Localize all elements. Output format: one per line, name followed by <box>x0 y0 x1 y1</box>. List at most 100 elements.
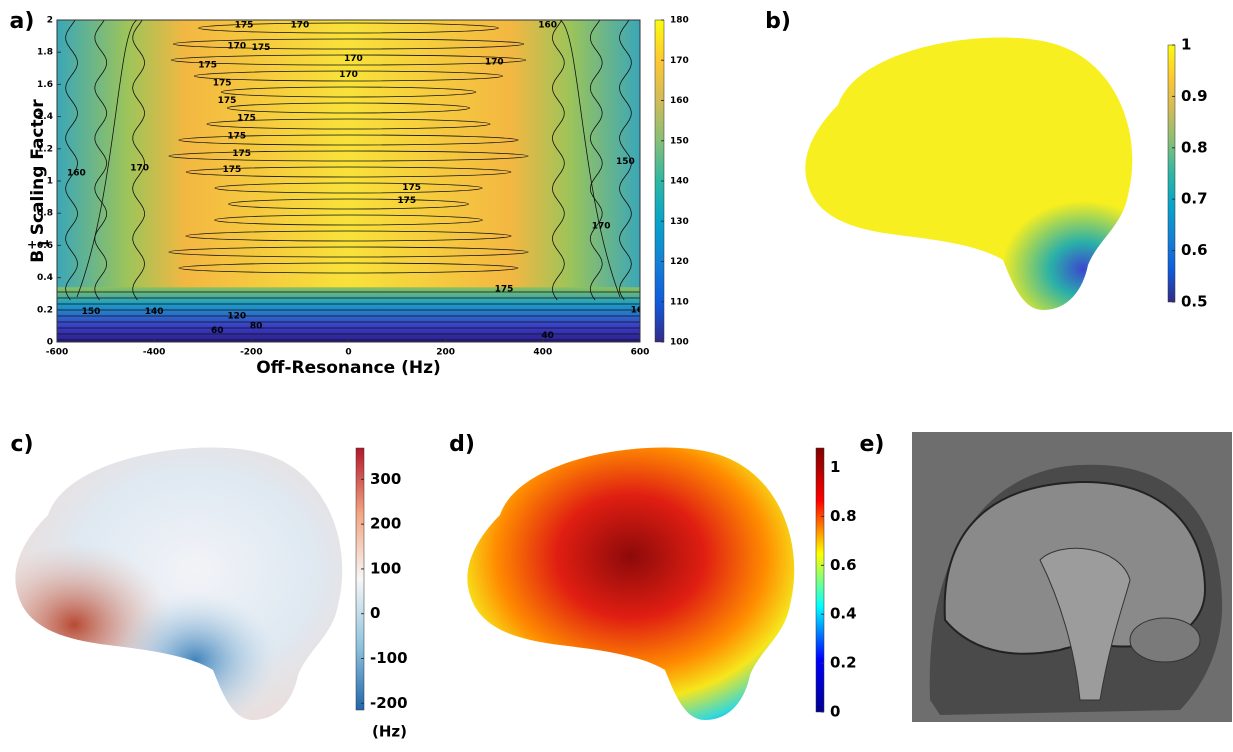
contour-line <box>168 150 529 162</box>
contour-line <box>589 20 603 301</box>
contour-line <box>178 262 519 274</box>
colorbar-tick-label: 0 <box>370 604 380 622</box>
contour-label: 175 <box>227 131 246 141</box>
contour-label: 175 <box>237 114 256 124</box>
y-label-base: B <box>28 250 48 263</box>
panel-label: b) <box>765 9 791 34</box>
contour-line <box>198 22 499 34</box>
contour-line <box>618 20 632 301</box>
field-lower <box>57 287 640 342</box>
contour-label: 175 <box>232 149 251 159</box>
brainstem <box>1039 547 1131 701</box>
contour-label: 160 <box>631 305 650 315</box>
contour-label: 170 <box>344 54 363 64</box>
colorbar-tick-label: 0.8 <box>830 507 857 525</box>
contour-line <box>193 70 504 82</box>
colorbar-tick-label: 140 <box>670 177 689 187</box>
contour-label: 170 <box>485 57 504 67</box>
contour-line <box>185 230 512 242</box>
contour-label: 170 <box>339 70 358 80</box>
colorbar-tick-label: 150 <box>670 136 689 146</box>
brain-layer <box>805 37 1133 310</box>
colorbar-tick-label: 1 <box>830 458 840 476</box>
contour-line <box>214 182 483 194</box>
x-tick-label: -200 <box>240 348 263 358</box>
colorbar <box>355 447 365 711</box>
colorbar-tick-label: 0.9 <box>1181 87 1208 105</box>
colorbar-tick-label: -100 <box>370 649 408 667</box>
colorbar-tick-label: 110 <box>670 297 689 307</box>
y-tick-label: 1.2 <box>37 144 53 154</box>
brain-layer <box>15 447 343 720</box>
panel-label: e) <box>860 432 885 457</box>
panel-label: d) <box>449 432 475 457</box>
x-tick-label: 0 <box>345 348 351 358</box>
contour-label: 175 <box>213 78 232 88</box>
x-tick-label: 600 <box>631 348 650 358</box>
contour-line <box>132 20 146 301</box>
x-axis-label: Off-Resonance (Hz) <box>256 358 441 378</box>
contour-line <box>220 86 477 98</box>
brain-layer <box>467 447 795 720</box>
contour-label: 40 <box>541 331 554 341</box>
colorbar-tick-label: 130 <box>670 217 689 227</box>
colorbar-tick-label: 0.8 <box>1181 138 1208 156</box>
y-label-subscript: 1 <box>37 239 51 247</box>
colorbar-tick-label: 180 <box>670 16 689 26</box>
y-tick-label: 0 <box>47 338 53 348</box>
x-tick-label: 400 <box>533 348 552 358</box>
colorbar-tick-label: 1 <box>1181 36 1191 54</box>
contour-line <box>94 20 108 301</box>
colorbar-tick-label: 160 <box>670 96 689 106</box>
colorbar-tick-label: 0.2 <box>830 654 857 672</box>
contour-label: 170 <box>291 20 310 30</box>
contour-line <box>226 102 471 114</box>
contour-label: 175 <box>198 61 217 71</box>
contour-line <box>214 214 483 226</box>
contour-label: 80 <box>250 321 263 331</box>
colorbar-tick-label: 100 <box>670 338 689 348</box>
colorbar-tick-label: 0.6 <box>830 556 857 574</box>
panel-label: c) <box>10 432 33 457</box>
contour-label: 160 <box>67 168 86 178</box>
contour-label: 170 <box>130 164 149 174</box>
colorbar-tick-label: 300 <box>370 470 401 488</box>
brain-map <box>805 37 1133 310</box>
y-axis-label: B+1Scaling Factor <box>25 99 51 263</box>
contour-label: 175 <box>235 20 254 30</box>
panel-label: a) <box>10 9 35 34</box>
contour-line <box>185 166 512 178</box>
colorbar-tick-label: 100 <box>370 559 401 577</box>
contour-line <box>65 20 79 301</box>
contour-label: 120 <box>227 312 246 322</box>
y-tick-label: 1.6 <box>37 80 53 90</box>
colorbar-tick-label: -200 <box>370 694 408 712</box>
contour-label: 160 <box>538 20 557 30</box>
contour-label: 60 <box>211 326 224 336</box>
contour-label: 170 <box>592 222 611 232</box>
contour-line <box>168 246 529 258</box>
y-label-superscript: + <box>25 240 39 250</box>
contour-label: 175 <box>223 165 242 175</box>
contour-label: 150 <box>616 157 635 167</box>
contour-line <box>551 20 565 301</box>
colorbar-tick-label: 0.4 <box>830 605 857 623</box>
colorbar-tick-label: 0.5 <box>1181 293 1208 311</box>
y-tick-label: 0.2 <box>37 305 53 315</box>
x-tick-label: 200 <box>436 348 455 358</box>
colorbar-tick-label: 200 <box>370 515 401 533</box>
contour-label: 140 <box>145 307 164 317</box>
contour-label: 170 <box>227 41 246 51</box>
y-tick-label: 0.8 <box>37 209 53 219</box>
colorbar <box>815 447 825 713</box>
y-tick-label: 0.4 <box>37 273 53 283</box>
contour-line <box>206 118 491 130</box>
contour-line <box>228 198 469 210</box>
y-tick-label: 0.6 <box>37 241 53 251</box>
y-tick-label: 2 <box>47 16 53 26</box>
contour-line <box>172 38 525 50</box>
contour-label: 175 <box>402 183 421 193</box>
contour-field: 175 170 160 170 175 170 175 170 170 175 175 175 175 1… <box>57 20 650 342</box>
colorbar <box>1167 44 1176 303</box>
